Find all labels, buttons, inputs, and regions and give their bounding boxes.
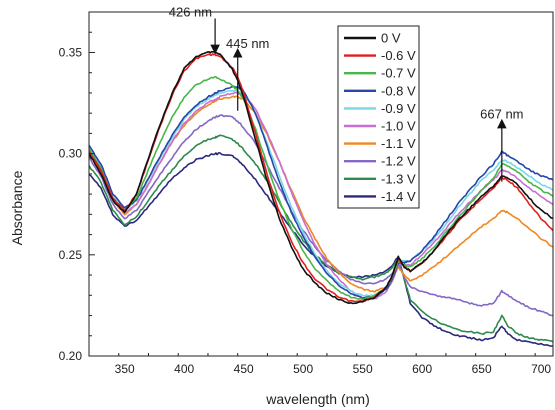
- series-line-1-1-v: [89, 95, 553, 293]
- legend-label: -1.3 V: [381, 171, 416, 186]
- x-tick-label: 450: [234, 362, 254, 376]
- annotation-label: 426 nm: [169, 4, 212, 19]
- y-tick-label: 0.30: [59, 147, 83, 161]
- x-tick-label: 500: [293, 362, 313, 376]
- annotation-label: 667 nm: [480, 107, 523, 122]
- x-tick-label: 600: [412, 362, 432, 376]
- legend-label: -1.4 V: [381, 189, 416, 204]
- legend-label: -1.1 V: [381, 136, 416, 151]
- y-axis-label: Absorbance: [9, 170, 25, 245]
- y-tick-label: 0.35: [59, 45, 83, 59]
- series-line-0-9-v: [89, 89, 553, 297]
- series-line-0-7-v: [89, 75, 553, 301]
- legend-label: -0.6 V: [381, 48, 416, 63]
- legend-label: 0 V: [381, 31, 401, 46]
- series-line-0-8-v: [89, 85, 553, 299]
- x-axis-label: wavelength (nm): [265, 391, 370, 407]
- y-tick-label: 0.25: [59, 248, 83, 262]
- series-line-0-v: [89, 50, 553, 305]
- legend-label: -1.2 V: [381, 154, 416, 169]
- x-tick-label: 400: [174, 362, 194, 376]
- legend-label: -1.0 V: [381, 119, 416, 134]
- series-line-1-4-v: [89, 152, 553, 347]
- series-line-0-6-v: [89, 53, 553, 303]
- plot-frame: [88, 11, 554, 357]
- legend-label: -0.8 V: [381, 83, 416, 98]
- series-lines: [89, 50, 553, 347]
- y-tick-label: 0.20: [59, 349, 83, 363]
- legend-label: -0.9 V: [381, 101, 416, 116]
- annotation-label: 445 nm: [226, 36, 269, 51]
- x-tick-label: 350: [115, 362, 135, 376]
- x-tick-label: 700: [531, 362, 551, 376]
- x-tick-label: 550: [353, 362, 373, 376]
- legend-label: -0.7 V: [381, 66, 416, 81]
- x-tick-label: 650: [472, 362, 492, 376]
- series-line-1-2-v: [89, 114, 553, 317]
